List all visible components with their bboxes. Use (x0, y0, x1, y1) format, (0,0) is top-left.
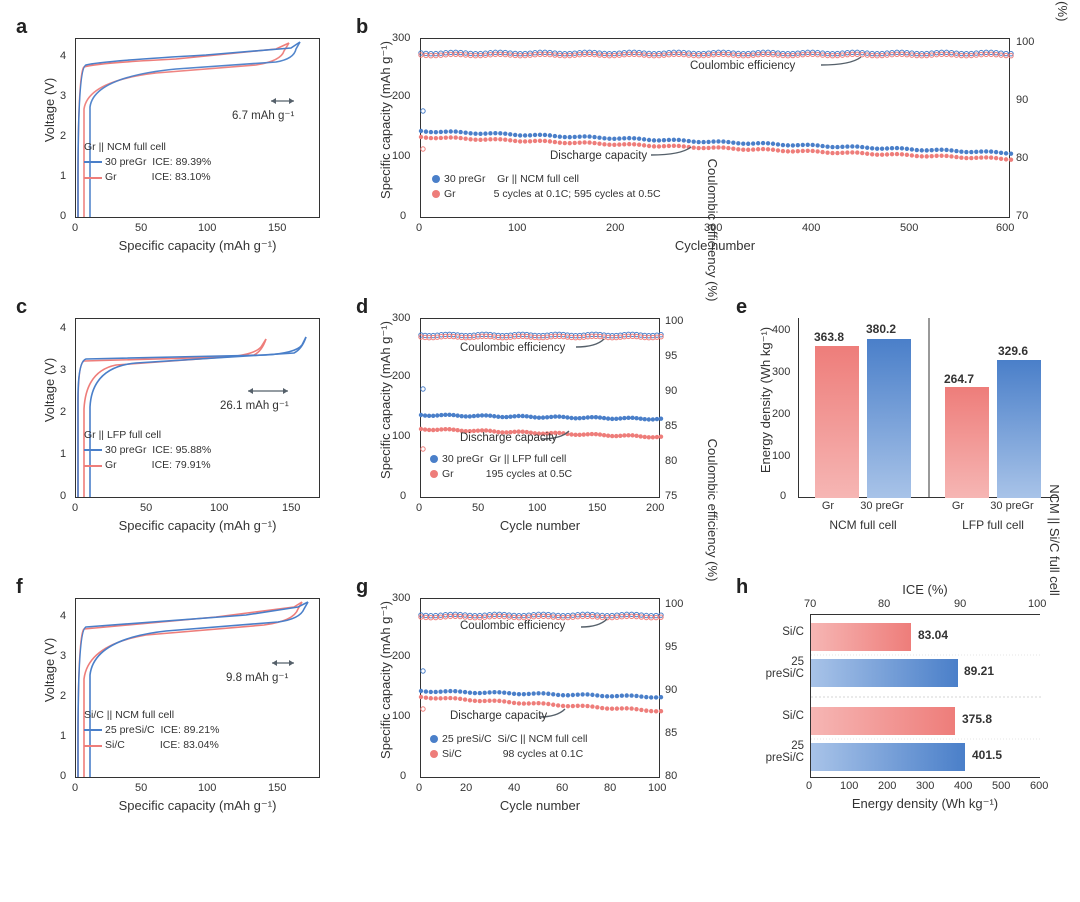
panel-b: b 0 100 200 300 70 80 90 100 0 100 200 3… (360, 20, 1080, 280)
panel-c: c 0 1 2 3 4 0 50 100 150 Voltage (V) Spe… (20, 300, 340, 560)
x-axis-label: Specific capacity (mAh g⁻¹) (75, 238, 320, 254)
panel-label: a (16, 16, 27, 39)
y-axis-label: Voltage (V) (42, 30, 57, 190)
panel-d: d 0 100 200 300 75 80 85 90 95 100 0 50 … (360, 300, 720, 560)
panel-f: f 0 1 2 3 4 0 50 100 150 Voltage (V) Spe… (20, 580, 340, 840)
legend: Gr || NCM full cell 30 preGr ICE: 89.39%… (84, 140, 211, 186)
panel-e: e 0 100 200 300 400 Energy density (Wh k… (740, 300, 1080, 560)
panel-g: g 0 100 200 300 80 85 90 95 100 0 20 40 … (360, 580, 720, 840)
chart-area (75, 38, 320, 218)
panel-h: h ICE (%) 70 80 90 100 (740, 580, 1080, 840)
panel-a: a 0 1 2 3 4 0 50 100 150 Vo (20, 20, 340, 280)
annotation: 6.7 mAh g⁻¹ (232, 108, 294, 122)
figure-grid: a 0 1 2 3 4 0 50 100 150 Vo (20, 20, 1060, 840)
